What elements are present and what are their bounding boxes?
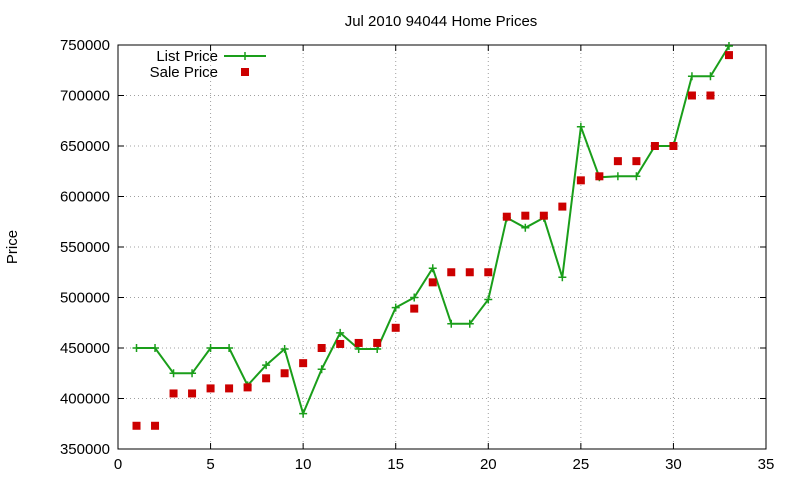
list-price-point <box>188 369 197 378</box>
sale-price-point <box>706 91 715 100</box>
sale-price-point <box>447 268 456 277</box>
sale-price-point <box>669 142 678 150</box>
list-price-point <box>706 72 715 81</box>
y-tick-label: 550000 <box>60 239 110 256</box>
sale-price-point <box>465 268 474 277</box>
list-price-point <box>687 72 696 81</box>
list-price-line <box>136 45 730 417</box>
list-price-point <box>169 369 178 378</box>
list-price-point <box>299 409 308 418</box>
grid-lines <box>118 45 766 449</box>
x-tick-label: 15 <box>387 456 404 473</box>
sale-price-point <box>299 359 308 368</box>
y-axis-label: Price <box>4 230 21 264</box>
list-price-point <box>132 344 141 352</box>
sale-price-point <box>169 389 178 398</box>
y-tick-label: 750000 <box>60 37 110 54</box>
list-price-point <box>558 273 567 282</box>
list-price-point <box>613 172 622 181</box>
sale-price-point <box>595 172 604 181</box>
list-price-point <box>632 172 641 181</box>
sale-price-point <box>262 374 271 383</box>
y-tick-label: 650000 <box>60 138 110 155</box>
y-tick-label: 400000 <box>60 391 110 408</box>
sale-price-point <box>336 339 345 348</box>
sale-price-point <box>539 211 548 220</box>
sale-price-point <box>225 384 234 393</box>
series-sale-price <box>132 51 733 430</box>
list-price-point <box>576 122 585 131</box>
x-tick-label: 5 <box>206 456 214 473</box>
list-price-point <box>447 319 456 328</box>
x-tick-label: 20 <box>480 456 497 473</box>
list-price-point <box>336 328 345 337</box>
legend-label: List Price <box>156 48 218 65</box>
y-tick-label: 600000 <box>60 189 110 206</box>
list-price-point <box>428 264 437 273</box>
sale-price-point <box>724 51 733 60</box>
list-price-point <box>225 344 234 352</box>
sale-price-point <box>410 304 419 313</box>
sale-price-point <box>354 338 363 347</box>
sale-price-point <box>243 383 252 392</box>
sale-price-point <box>576 176 585 185</box>
y-tick-label: 700000 <box>60 88 110 105</box>
list-price-point <box>724 42 733 51</box>
axes: 0 5 10 15 20 25 30 35 350000 400000 450000 500000 55… <box>60 37 774 473</box>
list-price-point <box>391 303 400 312</box>
sale-price-point <box>632 157 641 166</box>
legend-label: Sale Price <box>150 64 218 81</box>
sale-price-point <box>521 211 530 220</box>
sale-price-point <box>206 384 215 393</box>
sale-price-point <box>280 369 289 378</box>
x-tick-label: 35 <box>758 456 775 473</box>
list-price-point <box>484 295 493 304</box>
sale-price-point <box>188 389 197 398</box>
x-tick-label: 10 <box>295 456 312 473</box>
sale-price-point <box>613 157 622 166</box>
list-price-point <box>317 365 326 374</box>
sale-price-point <box>373 338 382 347</box>
list-price-point <box>465 319 474 328</box>
list-price-point <box>262 361 271 370</box>
sale-price-point <box>502 212 511 221</box>
x-tick-label: 0 <box>114 456 122 473</box>
y-tick-label: 500000 <box>60 290 110 307</box>
sale-price-point <box>132 421 141 430</box>
data-series <box>132 42 733 430</box>
x-tick-label: 30 <box>665 456 682 473</box>
y-tick-label: 350000 <box>60 441 110 458</box>
legend-marker <box>241 68 249 76</box>
list-price-point <box>521 223 530 232</box>
series-list-price <box>132 42 733 418</box>
list-price-point <box>206 344 215 352</box>
y-tick-label: 450000 <box>60 340 110 357</box>
list-price-point <box>280 345 289 354</box>
sale-price-point <box>391 323 400 332</box>
sale-price-point <box>687 91 696 100</box>
sale-price-point <box>151 421 160 430</box>
list-price-point <box>151 344 160 352</box>
sale-price-point <box>650 142 659 150</box>
chart-title: Jul 2010 94044 Home Prices <box>345 13 538 30</box>
list-price-point <box>410 293 419 302</box>
legend-marker <box>241 52 249 60</box>
sale-price-point <box>558 202 567 211</box>
sale-price-point <box>317 344 326 352</box>
sale-price-point <box>484 268 493 277</box>
x-tick-label: 25 <box>573 456 590 473</box>
sale-price-point <box>428 278 437 287</box>
